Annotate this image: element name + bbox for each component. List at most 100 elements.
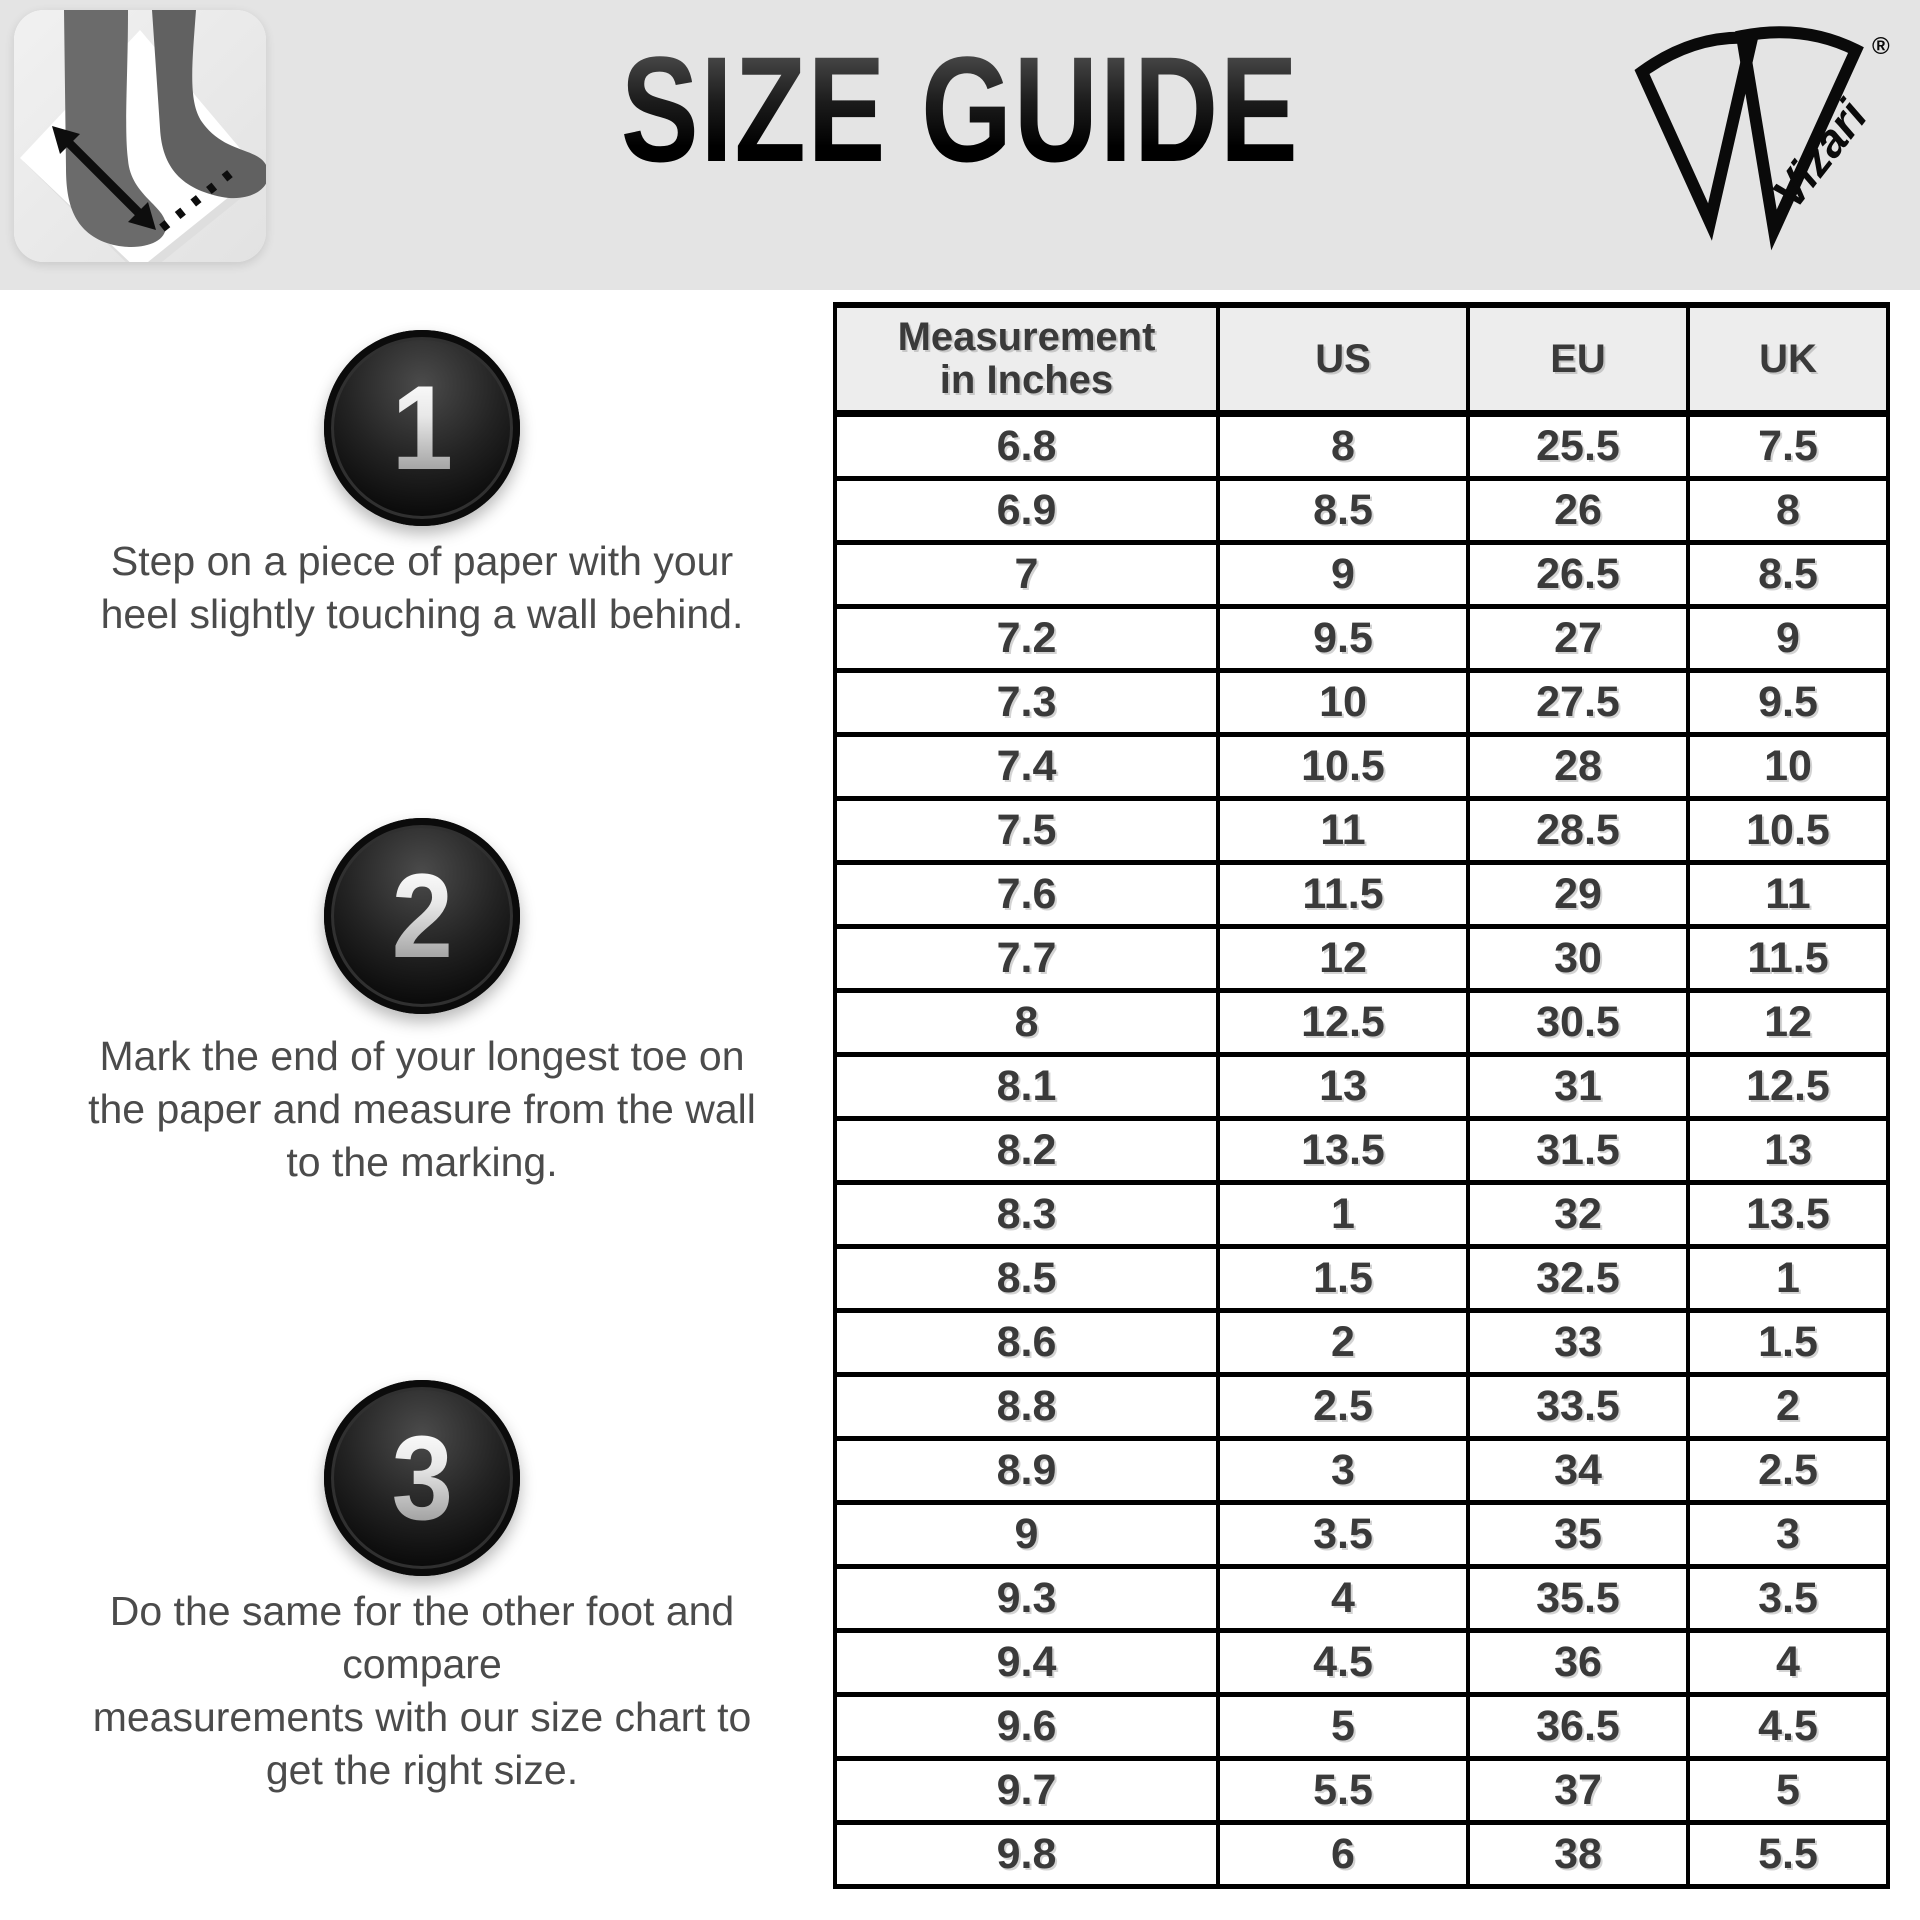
logo-registered-mark: ®	[1872, 33, 1890, 60]
table-cell: 29	[1466, 860, 1690, 929]
table-cell: 5	[1686, 1756, 1890, 1825]
table-row: 8 12.5 30.5 12	[833, 988, 1890, 1057]
table-cell: 4	[1216, 1564, 1470, 1633]
table-row: 9 3.5 35 3	[833, 1500, 1890, 1569]
table-cell: 10.5	[1686, 796, 1890, 865]
step-3-number: 3	[391, 1411, 453, 1545]
step-3-text: Do the same for the other foot and compa…	[92, 1588, 752, 1793]
table-header-cell-uk: UK	[1686, 302, 1890, 417]
table-row: 7.5 11 28.5 10.5	[833, 796, 1890, 865]
table-cell: 8.5	[1216, 476, 1470, 545]
table-cell: 8.1	[833, 1052, 1220, 1121]
logo-left-blade	[1634, 31, 1760, 241]
table-cell: 31.5	[1466, 1116, 1690, 1185]
table-cell: 30	[1466, 924, 1690, 993]
step-2-badge: 2	[324, 818, 520, 1014]
table-cell: 7.6	[833, 860, 1220, 929]
table-cell: 4	[1686, 1628, 1890, 1697]
table-row: 9.7 5.5 37 5	[833, 1756, 1890, 1825]
table-cell: 26	[1466, 476, 1690, 545]
table-cell: 12	[1686, 988, 1890, 1057]
table-cell: 35.5	[1466, 1564, 1690, 1633]
table-header-cell-eu: EU	[1466, 302, 1690, 417]
table-cell: 28.5	[1466, 796, 1690, 865]
table-cell: 8	[1686, 476, 1890, 545]
table-cell: 9	[833, 1500, 1220, 1569]
table-cell: 7.5	[833, 796, 1220, 865]
table-header-cell-us: US	[1216, 302, 1470, 417]
table-cell: 30.5	[1466, 988, 1690, 1057]
table-cell: 9.3	[833, 1564, 1220, 1633]
table-row: 9.3 4 35.5 3.5	[833, 1564, 1890, 1633]
table-cell: 7.7	[833, 924, 1220, 993]
table-cell: 25.5	[1466, 411, 1690, 481]
table-cell: 9.6	[833, 1692, 1220, 1761]
table-cell: 11	[1686, 860, 1890, 929]
table-cell: 6.9	[833, 476, 1220, 545]
table-row: 8.9 3 34 2.5	[833, 1436, 1890, 1505]
size-table-header: Measurement in Inches US EU UK	[833, 302, 1890, 417]
table-row: 7.6 11.5 29 11	[833, 860, 1890, 929]
table-cell: 4.5	[1216, 1628, 1470, 1697]
left-foot-shape	[64, 10, 166, 247]
table-row: 7.4 10.5 28 10	[833, 732, 1890, 801]
table-cell: 13	[1686, 1116, 1890, 1185]
step-1-badge: 1	[324, 330, 520, 526]
size-table-body: 6.8 8 25.5 7.5 6.9 8.5 26 8 7 9 26.5 8.5 7.2 9.5 27 9 7.…	[833, 411, 1890, 1889]
table-cell: 7.2	[833, 604, 1220, 673]
table-cell: 10	[1216, 668, 1470, 737]
table-cell: 38	[1466, 1820, 1690, 1889]
table-cell: 1	[1216, 1180, 1470, 1249]
page-title: SIZE GUIDE	[620, 25, 1300, 193]
table-cell: 37	[1466, 1756, 1690, 1825]
size-table: Measurement in Inches US EU UK 6.8 8 25.5 7…	[833, 302, 1890, 1889]
right-foot-shape	[134, 10, 266, 199]
table-cell: 13.5	[1686, 1180, 1890, 1249]
table-cell: 2	[1686, 1372, 1890, 1441]
table-cell: 36	[1466, 1628, 1690, 1697]
table-row: 8.1 13 31 12.5	[833, 1052, 1890, 1121]
table-cell: 31	[1466, 1052, 1690, 1121]
table-cell: 7.4	[833, 732, 1220, 801]
logo-right-blade	[1735, 26, 1864, 251]
header-band	[0, 0, 1920, 290]
table-cell: 6	[1216, 1820, 1470, 1889]
table-cell: 34	[1466, 1436, 1690, 1505]
vizari-logo: Vizari ®	[1628, 16, 1896, 256]
table-cell: 1	[1686, 1244, 1890, 1313]
table-row: 6.9 8.5 26 8	[833, 476, 1890, 545]
table-row: 8.5 1.5 32.5 1	[833, 1244, 1890, 1313]
table-cell: 8.6	[833, 1308, 1220, 1377]
table-cell: 8.9	[833, 1436, 1220, 1505]
table-cell: 7.5	[1686, 411, 1890, 481]
table-header-row: Measurement in Inches US EU UK	[833, 302, 1890, 417]
table-row: 8.6 2 33 1.5	[833, 1308, 1890, 1377]
table-cell: 9	[1216, 540, 1470, 609]
table-cell: 35	[1466, 1500, 1690, 1569]
table-cell: 9.5	[1216, 604, 1470, 673]
table-cell: 11.5	[1216, 860, 1470, 929]
table-cell: 9.5	[1686, 668, 1890, 737]
step-1-number: 1	[391, 361, 453, 495]
table-row: 8.3 1 32 13.5	[833, 1180, 1890, 1249]
table-cell: 27.5	[1466, 668, 1690, 737]
table-cell: 3.5	[1216, 1500, 1470, 1569]
table-row: 7.3 10 27.5 9.5	[833, 668, 1890, 737]
table-cell: 8.3	[833, 1180, 1220, 1249]
table-row: 6.8 8 25.5 7.5	[833, 411, 1890, 481]
table-cell: 32	[1466, 1180, 1690, 1249]
table-cell: 9	[1686, 604, 1890, 673]
foot-measure-icon-card	[14, 10, 266, 262]
table-cell: 10.5	[1216, 732, 1470, 801]
foot-measure-icon	[14, 10, 266, 262]
table-cell: 1.5	[1216, 1244, 1470, 1313]
table-row: 8.8 2.5 33.5 2	[833, 1372, 1890, 1441]
step-2-text: Mark the end of your longest toe on the …	[88, 1033, 756, 1185]
table-row: 7.7 12 30 11.5	[833, 924, 1890, 993]
table-cell: 13.5	[1216, 1116, 1470, 1185]
step-2-number: 2	[391, 849, 453, 983]
table-cell: 2.5	[1216, 1372, 1470, 1441]
table-cell: 36.5	[1466, 1692, 1690, 1761]
table-cell: 12.5	[1216, 988, 1470, 1057]
table-cell: 5.5	[1686, 1820, 1890, 1889]
